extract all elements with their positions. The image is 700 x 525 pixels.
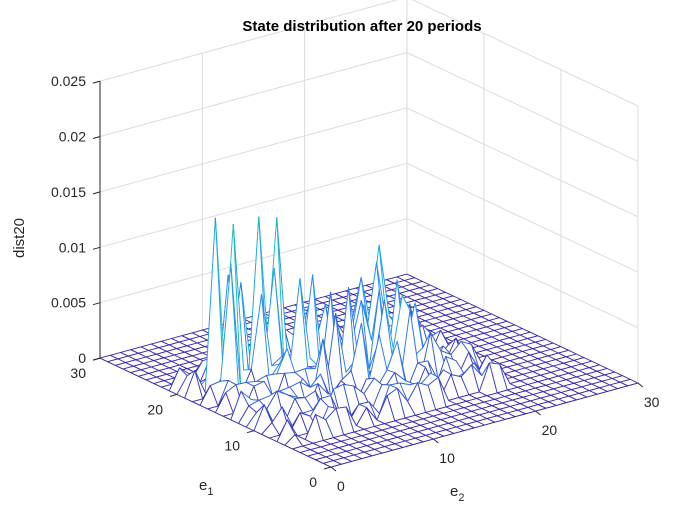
z-tick-label: 0.01 xyxy=(59,239,86,255)
x-axis-label-base: e xyxy=(199,477,207,494)
z-tick-mark xyxy=(92,246,101,250)
y-tick-mark xyxy=(432,438,439,444)
z-tick-mark xyxy=(92,191,101,195)
z-tick-mark xyxy=(92,302,101,306)
gridline-z-left xyxy=(99,218,408,304)
gridline-z-left xyxy=(99,162,408,248)
x-tick-label: 0 xyxy=(309,474,317,490)
y-axis-label-sub: 2 xyxy=(458,492,464,504)
y-tick-label: 20 xyxy=(542,422,558,438)
gridline-z-left xyxy=(99,52,408,137)
x-tick-label: 20 xyxy=(147,401,163,417)
z-tick-label: 0.005 xyxy=(51,295,86,311)
gridline-z-left xyxy=(99,0,399,82)
gridline-z-right xyxy=(411,0,639,107)
y-tick-mark xyxy=(535,410,541,416)
z-tick-label: 0 xyxy=(78,350,86,366)
gridline-z-left xyxy=(99,107,408,193)
surface-mesh xyxy=(99,216,639,468)
y-tick-mark xyxy=(330,466,337,472)
gridline-z-right xyxy=(406,52,639,162)
z-tick-mark xyxy=(92,357,101,361)
x-axis-label-sub: 1 xyxy=(207,486,213,498)
gridline-z-right xyxy=(406,162,639,273)
y-tick-label: 10 xyxy=(439,450,455,466)
x-tick-label: 10 xyxy=(224,438,240,454)
y-axis-label: e2 xyxy=(450,483,464,504)
y-tick-label: 30 xyxy=(644,394,660,410)
gridline-z-right xyxy=(406,218,639,329)
x-axis-label: e1 xyxy=(199,477,213,498)
y-tick-label: 0 xyxy=(337,478,345,494)
chart-title: State distribution after 20 periods xyxy=(242,18,481,35)
z-tick-label: 0.015 xyxy=(51,184,86,200)
mesh-cell xyxy=(322,460,342,468)
z-axis-label: dist20 xyxy=(11,218,28,258)
gridline-z-right xyxy=(406,107,639,218)
z-tick-label: 0.02 xyxy=(59,129,86,145)
x-tick-mark xyxy=(323,466,332,470)
x-tick-label: 30 xyxy=(70,365,86,381)
z-tick-mark xyxy=(92,136,101,139)
x-tick-mark xyxy=(246,430,255,434)
z-tick-label: 0.025 xyxy=(51,73,86,89)
y-axis-label-base: e xyxy=(450,483,458,500)
x-tick-mark xyxy=(169,393,178,397)
y-tick-mark xyxy=(637,382,644,388)
z-tick-mark xyxy=(92,80,101,84)
